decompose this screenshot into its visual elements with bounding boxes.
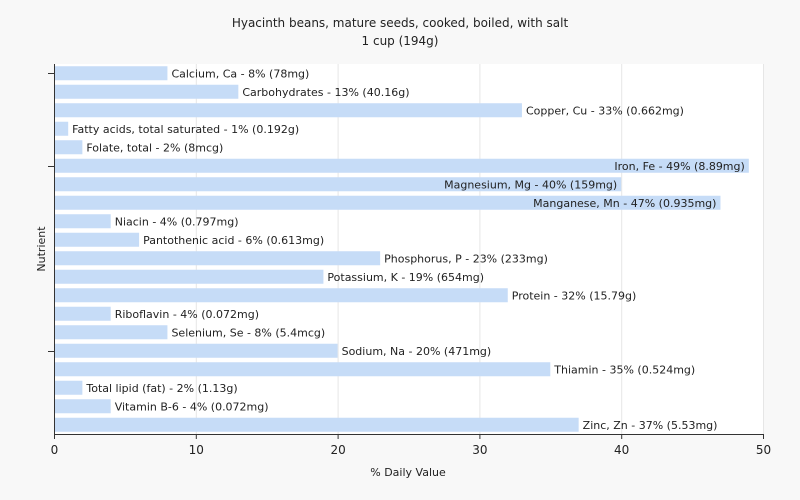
bar [55,362,551,377]
bar-label: Carbohydrates - 13% (40.16g) [242,86,409,99]
bar [55,343,338,358]
bar [55,103,522,118]
axes: 0 10 20 30 40 50 [48,64,771,457]
bar-label: Phosphorus, P - 23% (233mg) [384,252,548,265]
bar-label: Vitamin B-6 - 4% (0.072mg) [115,400,269,413]
bar [55,288,508,303]
x-axis-title: % Daily Value [370,466,446,479]
bar [55,66,168,81]
bar-label: Selenium, Se - 8% (5.4mcg) [171,326,325,339]
bar [55,121,69,136]
y-axis-title: Nutrient [35,226,48,272]
bar-label: Zinc, Zn - 37% (5.53mg) [583,419,718,432]
bar-label: Protein - 32% (15.79g) [512,289,637,302]
bar [55,417,579,432]
x-tick-label: 10 [189,443,204,457]
bar [55,232,140,247]
bar [55,140,83,155]
bar [55,158,749,173]
bar [55,214,111,229]
plot-area [54,64,763,434]
bar-label: Potassium, K - 19% (654mg) [327,271,484,284]
bar-label: Thiamin - 35% (0.524mg) [553,363,695,376]
bar-label: Total lipid (fat) - 2% (1.13g) [85,382,237,395]
x-tick-label: 0 [51,443,59,457]
bar-label: Niacin - 4% (0.797mg) [115,215,239,228]
bar [55,399,111,414]
bar [55,325,168,340]
bar-label: Pantothenic acid - 6% (0.613mg) [143,234,324,247]
bar [55,251,381,266]
bar [55,380,83,395]
bar-label: Magnesium, Mg - 40% (159mg) [444,178,617,191]
chart-subtitle: 1 cup (194g) [362,34,439,48]
bar-label: Riboflavin - 4% (0.072mg) [115,308,259,321]
bar-label: Calcium, Ca - 8% (78mg) [171,67,309,80]
bar [55,269,324,284]
bar [55,306,111,321]
chart-title: Hyacinth beans, mature seeds, cooked, bo… [232,16,569,30]
bar [55,177,622,192]
bar-label: Fatty acids, total saturated - 1% (0.192… [72,123,299,136]
bar-label: Sodium, Na - 20% (471mg) [342,345,492,358]
bar-label: Copper, Cu - 33% (0.662mg) [526,104,684,117]
bar [55,84,239,99]
x-tick-label: 30 [472,443,487,457]
bar-label: Folate, total - 2% (8mcg) [86,141,223,154]
bars [55,66,749,432]
bar-labels: Calcium, Ca - 8% (78mg) Carbohydrates - 1… [72,67,745,432]
x-tick-label: 50 [756,443,771,457]
bar-label: Manganese, Mn - 47% (0.935mg) [533,197,716,210]
x-tick-label: 40 [614,443,629,457]
bar-label: Iron, Fe - 49% (8.89mg) [614,160,744,173]
bar [55,195,721,210]
x-tick-label: 20 [330,443,345,457]
